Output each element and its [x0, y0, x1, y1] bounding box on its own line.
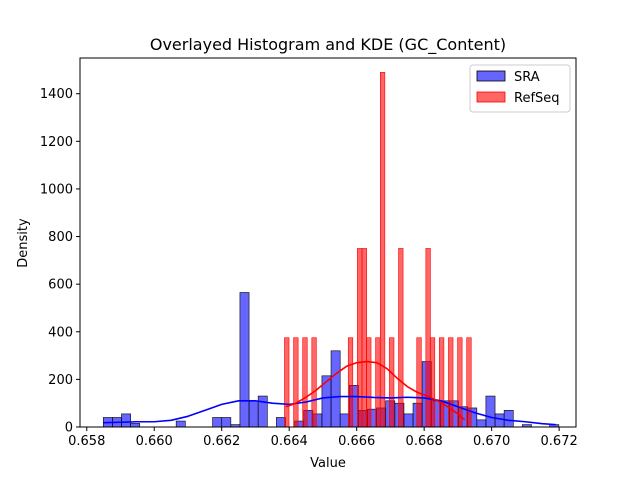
plot-frame	[79, 57, 577, 428]
sra-bar	[403, 413, 414, 428]
refseq-bar	[284, 337, 290, 428]
sra-bar	[121, 413, 131, 428]
sra-bar	[239, 292, 250, 428]
sra-bar	[476, 419, 487, 428]
refseq-bar	[398, 248, 404, 428]
sra-bar	[130, 423, 141, 428]
sra-bar	[212, 417, 223, 428]
refseq-kde-line	[285, 360, 466, 421]
refseq-bar	[448, 337, 454, 428]
refseq-bar	[439, 337, 445, 428]
sra-bar	[330, 350, 341, 428]
refseq-bar	[347, 337, 354, 428]
x-tick-label: 0.668	[406, 434, 443, 449]
sra-bar	[339, 413, 350, 428]
y-tick-label: 1000	[40, 182, 73, 197]
x-tick-label: 0.660	[136, 434, 173, 449]
refseq-bar	[302, 337, 308, 428]
sra-bar	[221, 417, 232, 428]
y-tick-label: 1400	[40, 87, 73, 102]
refseq-bar	[361, 248, 367, 428]
legend: SRA RefSeq	[469, 64, 571, 113]
x-tick-label: 0.666	[338, 434, 375, 449]
x-axis-label: Value	[310, 456, 346, 471]
x-tick-label: 0.658	[68, 434, 105, 449]
refseq-bar	[425, 248, 431, 428]
refseq-bar	[429, 337, 436, 428]
legend-label-sra: SRA	[514, 70, 540, 85]
y-tick-label: 600	[48, 278, 73, 293]
y-tick-label: 0	[65, 421, 73, 436]
y-tick-label: 400	[48, 325, 73, 340]
x-tick-label: 0.672	[541, 434, 578, 449]
sra-kde-line	[103, 395, 556, 426]
legend-swatch-refseq	[476, 91, 506, 103]
sra-bar	[248, 400, 259, 428]
sra-bar	[485, 395, 496, 428]
kde-lines	[103, 360, 556, 426]
x-tick-label: 0.670	[473, 434, 510, 449]
refseq-bar	[311, 337, 317, 428]
refseq-bar	[366, 337, 372, 428]
refseq-bar	[466, 337, 472, 428]
refseq-bar	[293, 337, 299, 428]
refseq-bar	[357, 248, 363, 428]
sra-bar	[175, 420, 186, 428]
plot-area	[80, 58, 576, 427]
x-tick-label: 0.662	[203, 434, 240, 449]
y-tick-label: 1200	[40, 135, 73, 150]
refseq-bar	[379, 71, 386, 428]
refseq-bar	[389, 337, 395, 428]
x-axis: 0.658 0.660 0.662 0.664 0.666 0.668 0.670 0.672	[68, 427, 578, 449]
chart-title: Overlayed Histogram and KDE (GC_Content)	[150, 35, 506, 55]
legend-swatch-sra	[476, 70, 506, 82]
sra-bar	[503, 410, 514, 428]
y-axis-label: Density	[16, 218, 31, 268]
y-tick-label: 200	[48, 373, 73, 388]
legend-label-refseq: RefSeq	[514, 91, 560, 106]
sra-bar	[494, 413, 505, 428]
y-tick-label: 800	[48, 230, 73, 245]
refseq-bar	[375, 337, 381, 428]
y-axis: 0 200 400 600 800 1000 1200 1400	[40, 87, 80, 436]
x-tick-label: 0.664	[271, 434, 308, 449]
refseq-bar	[416, 337, 422, 428]
sra-bar	[276, 417, 286, 428]
